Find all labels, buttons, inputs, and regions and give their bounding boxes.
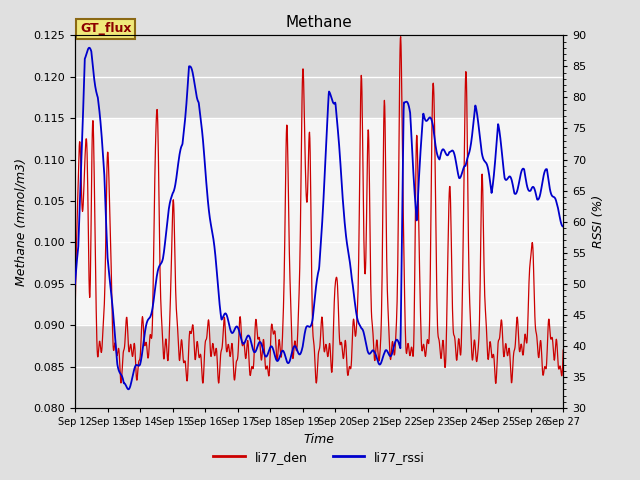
Y-axis label: RSSI (%): RSSI (%) [592, 195, 605, 248]
Title: Methane: Methane [285, 15, 353, 30]
Bar [75, 36, 563, 118]
Legend: li77_den, li77_rssi: li77_den, li77_rssi [209, 446, 429, 469]
Text: GT_flux: GT_flux [80, 23, 131, 36]
X-axis label: Time: Time [303, 432, 335, 445]
Y-axis label: Methane (mmol/m3): Methane (mmol/m3) [15, 157, 28, 286]
Bar [75, 325, 563, 408]
